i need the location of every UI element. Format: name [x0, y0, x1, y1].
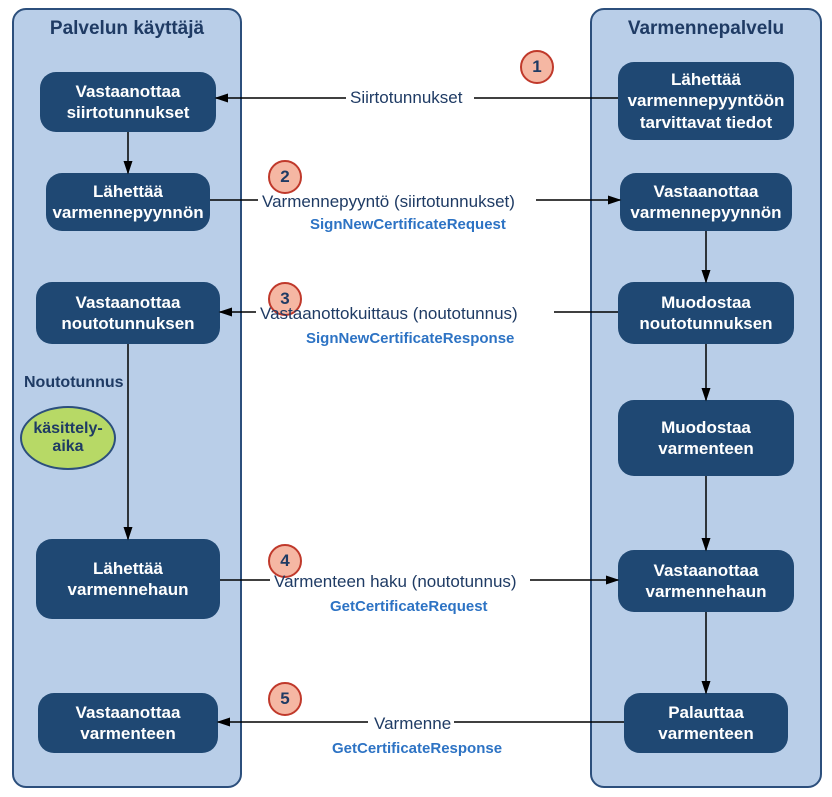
node-send-request-info: Lähettää varmennepyyntöön tarvittavat ti…	[618, 62, 794, 140]
msg-2-label: Varmennepyyntö (siirtotunnukset)	[262, 192, 515, 212]
node-receive-cert-request: Vastaanottaa varmennepyynnön	[620, 173, 792, 231]
msg-4-label: Varmenteen haku (noutotunnus)	[274, 572, 517, 592]
left-column-title: Palvelun käyttäjä	[14, 10, 240, 44]
node-receive-cert: Vastaanottaa varmenteen	[38, 693, 218, 753]
msg-5-api-label: GetCertificateResponse	[332, 740, 502, 757]
node-return-cert: Palauttaa varmenteen	[624, 693, 788, 753]
msg-1-label: Siirtotunnukset	[350, 88, 462, 108]
msg-3-api-label: SignNewCertificateResponse	[306, 330, 514, 347]
msg-5-label: Varmenne	[374, 714, 451, 734]
retrieval-id-arrow-label: Noutotunnus	[24, 374, 124, 392]
node-send-cert-request: Lähettää varmennepyynnön	[46, 173, 210, 231]
step-badge-2: 2	[268, 160, 302, 194]
msg-4-api-label: GetCertificateRequest	[330, 598, 488, 615]
node-receive-cert-fetch: Vastaanottaa varmennehaun	[618, 550, 794, 612]
node-send-cert-fetch: Lähettää varmennehaun	[36, 539, 220, 619]
msg-2-api-label: SignNewCertificateRequest	[310, 216, 506, 233]
processing-time-label: käsittely- aika	[33, 420, 102, 457]
node-form-retrieval-id: Muodostaa noutotunnuksen	[618, 282, 794, 344]
node-receive-retrieval-id: Vastaanottaa noutotunnuksen	[36, 282, 220, 344]
msg-3-label: Vastaanottokuittaus (noutotunnus)	[260, 304, 518, 324]
step-badge-1: 1	[520, 50, 554, 84]
step-badge-5: 5	[268, 682, 302, 716]
node-form-cert: Muodostaa varmenteen	[618, 400, 794, 476]
right-column-title: Varmennepalvelu	[592, 10, 820, 44]
processing-time-ellipse: käsittely- aika	[20, 406, 116, 470]
node-receive-transfer-ids: Vastaanottaa siirtotunnukset	[40, 72, 216, 132]
